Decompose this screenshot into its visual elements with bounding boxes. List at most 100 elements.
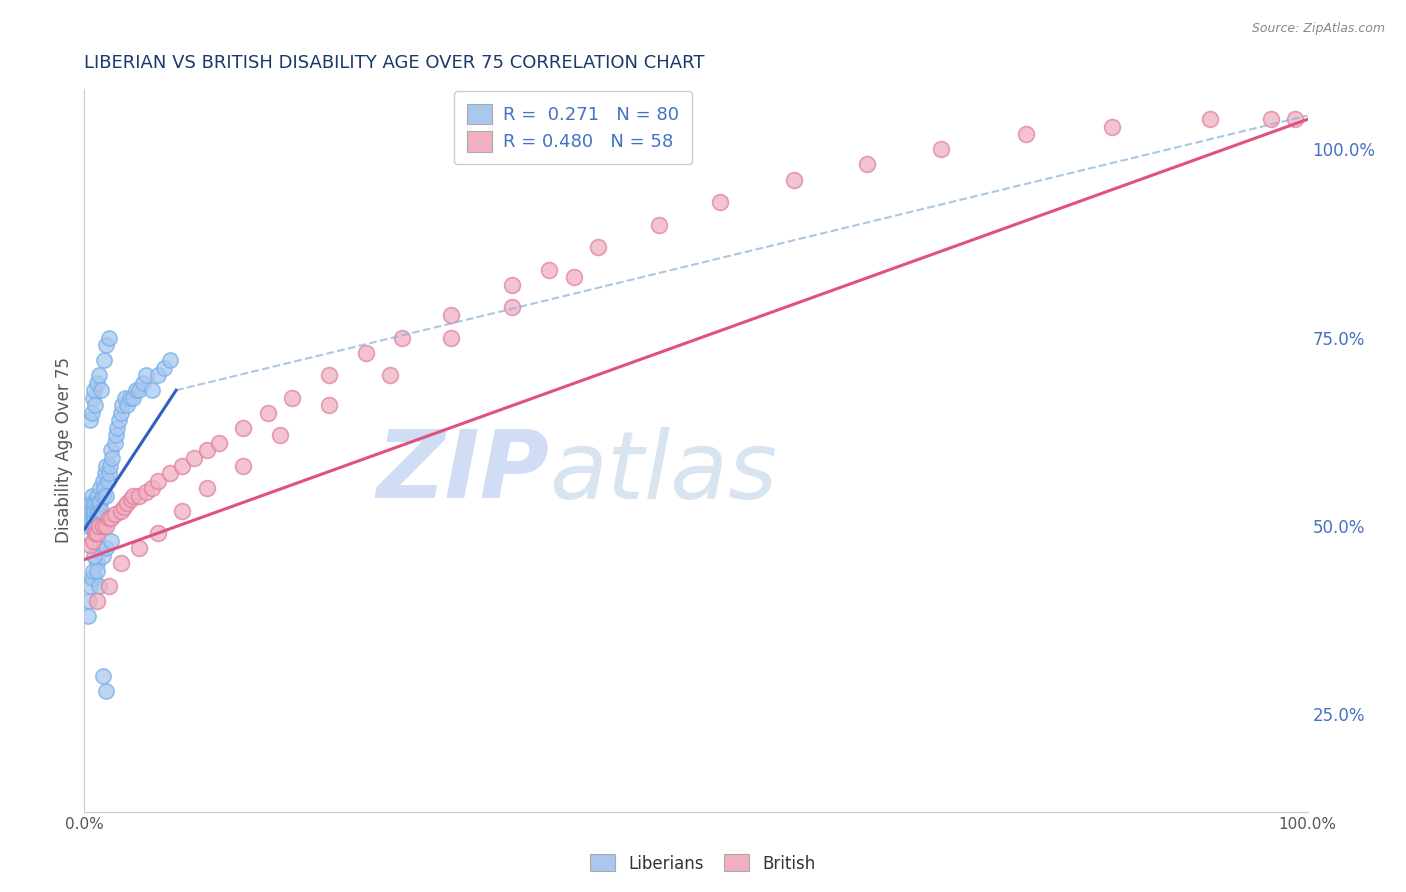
Point (1198, 112, 1220, 127)
Point (354, 345, 377, 359)
Point (380, 368, 402, 383)
Point (232, 421, 254, 435)
Point (80, 518, 103, 533)
Point (114, 391, 136, 405)
Text: Source: ZipAtlas.com: Source: ZipAtlas.com (1251, 22, 1385, 36)
Point (440, 330, 463, 344)
Point (110, 406, 132, 420)
Point (562, 270, 585, 285)
Point (122, 391, 145, 405)
Point (82, 391, 104, 405)
Point (97, 466, 120, 480)
Point (709, 195, 731, 210)
Point (83, 518, 105, 533)
Point (105, 428, 128, 442)
Point (87, 496, 110, 510)
Point (257, 406, 280, 420)
Point (502, 301, 524, 315)
Point (84, 398, 107, 412)
Text: atlas: atlas (550, 426, 778, 517)
Point (128, 541, 150, 556)
Point (87, 368, 110, 383)
Point (502, 277, 524, 292)
Point (98, 458, 121, 473)
Point (208, 436, 231, 450)
Point (93, 353, 115, 368)
Point (82, 564, 104, 578)
Point (79, 537, 101, 551)
Point (80, 489, 103, 503)
Point (125, 384, 148, 398)
Point (146, 526, 169, 541)
Point (82, 503, 104, 517)
Point (86, 557, 108, 571)
Point (318, 368, 340, 383)
Point (93, 481, 115, 495)
Point (80, 571, 103, 585)
Point (141, 481, 163, 495)
Point (86, 376, 108, 390)
Point (97, 474, 120, 488)
Point (86, 511, 108, 525)
Point (84, 526, 107, 541)
Point (141, 384, 163, 398)
Point (83, 384, 105, 398)
Point (79, 579, 101, 593)
Point (783, 172, 806, 186)
Point (91, 518, 114, 533)
Point (128, 489, 150, 503)
Point (100, 533, 122, 548)
Point (115, 496, 138, 510)
Point (97, 330, 120, 344)
Point (90, 503, 112, 517)
Point (159, 353, 181, 368)
Point (183, 450, 205, 465)
Y-axis label: Disability Age Over 75: Disability Age Over 75 (55, 358, 73, 543)
Point (128, 384, 150, 398)
Point (929, 143, 952, 157)
Point (91, 669, 114, 683)
Point (232, 458, 254, 473)
Point (96, 541, 118, 556)
Legend: Liberians, British: Liberians, British (583, 847, 823, 880)
Point (79, 413, 101, 427)
Point (77, 518, 100, 533)
Point (96, 338, 118, 352)
Point (89, 481, 111, 495)
Point (91, 474, 114, 488)
Point (105, 421, 128, 435)
Point (77, 594, 100, 608)
Point (1015, 128, 1038, 142)
Point (118, 391, 141, 405)
Point (97, 579, 120, 593)
Point (87, 503, 110, 517)
Point (122, 489, 145, 503)
Point (172, 458, 194, 473)
Point (97, 511, 120, 525)
Point (115, 398, 138, 412)
Point (120, 492, 142, 507)
Point (86, 489, 108, 503)
Point (391, 330, 413, 344)
Point (79, 503, 101, 517)
Legend: R =  0.271   N = 80, R = 0.480   N = 58: R = 0.271 N = 80, R = 0.480 N = 58 (454, 91, 692, 164)
Point (104, 508, 127, 522)
Point (132, 376, 155, 390)
Point (89, 496, 111, 510)
Point (100, 443, 122, 458)
Text: ZIP: ZIP (377, 426, 550, 518)
Point (91, 489, 114, 503)
Text: LIBERIAN VS BRITISH DISABILITY AGE OVER 75 CORRELATION CHART: LIBERIAN VS BRITISH DISABILITY AGE OVER … (84, 54, 704, 72)
Point (172, 503, 194, 517)
Point (96, 458, 118, 473)
Point (269, 428, 291, 442)
Point (586, 240, 609, 254)
Point (87, 518, 110, 533)
Point (87, 541, 110, 556)
Point (86, 503, 108, 517)
Point (82, 533, 104, 548)
Point (1101, 120, 1123, 134)
Point (104, 436, 127, 450)
Point (79, 496, 101, 510)
Point (80, 406, 103, 420)
